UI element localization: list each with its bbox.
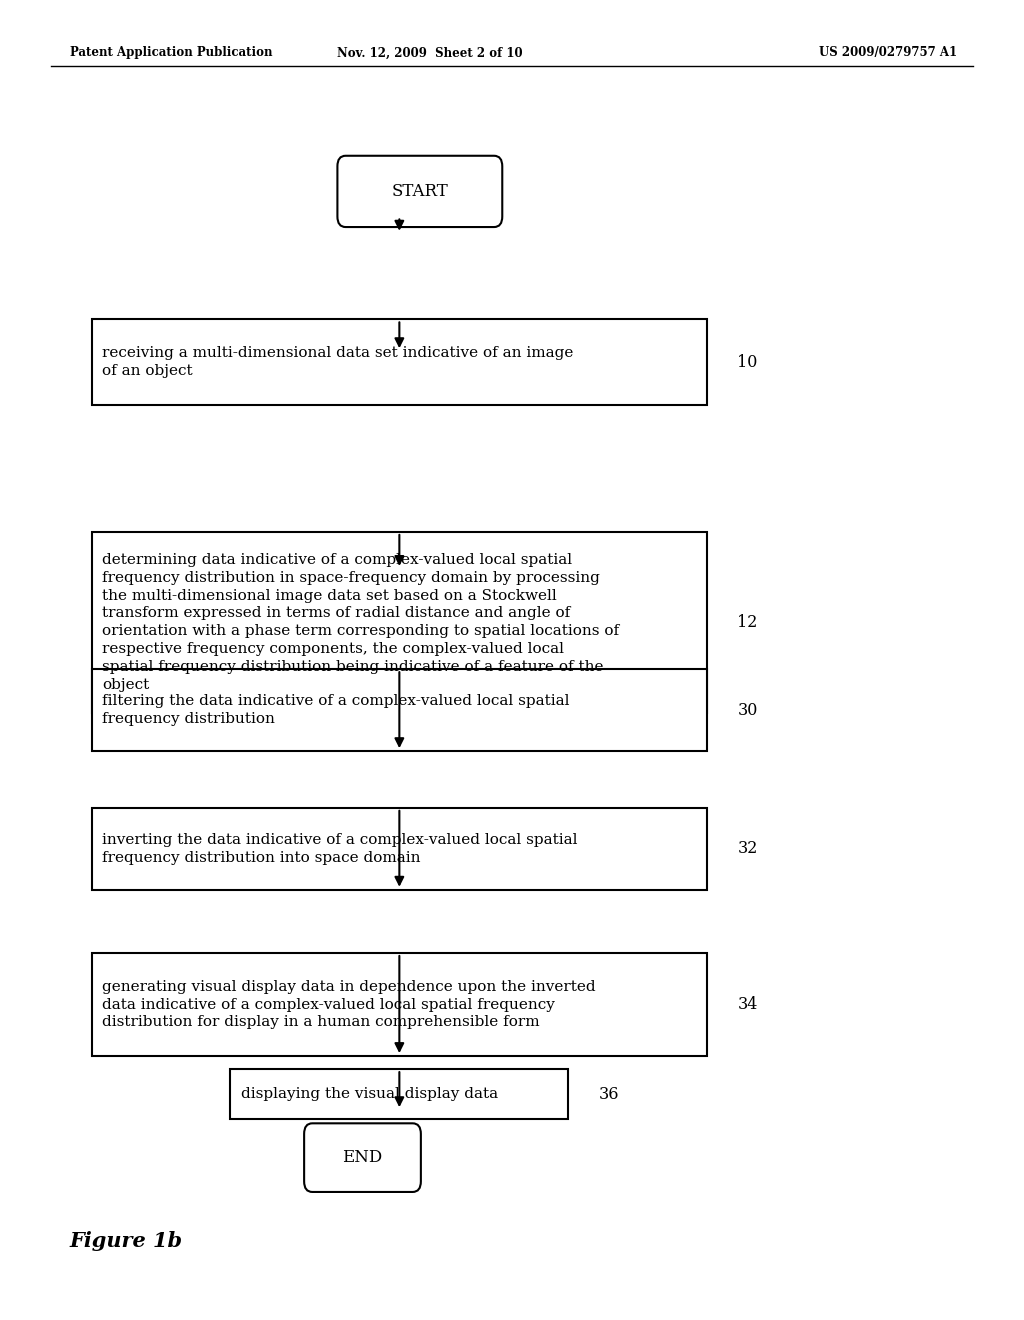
Bar	[92, 808, 707, 890]
Text: 10: 10	[737, 354, 758, 371]
FancyBboxPatch shape	[304, 1123, 421, 1192]
FancyBboxPatch shape	[337, 156, 502, 227]
Text: determining data indicative of a complex-valued local spatial
frequency distribu: determining data indicative of a complex…	[102, 553, 620, 692]
Text: 36: 36	[599, 1086, 620, 1102]
Bar	[92, 532, 707, 713]
Text: 30: 30	[737, 702, 758, 718]
Text: Nov. 12, 2009  Sheet 2 of 10: Nov. 12, 2009 Sheet 2 of 10	[337, 46, 523, 59]
Text: 34: 34	[737, 997, 758, 1012]
Text: US 2009/0279757 A1: US 2009/0279757 A1	[819, 46, 957, 59]
Bar	[92, 319, 707, 405]
Text: Figure 1b: Figure 1b	[70, 1230, 182, 1251]
Text: 32: 32	[737, 841, 758, 857]
Bar	[230, 1069, 568, 1119]
Text: generating visual display data in dependence upon the inverted
data indicative o: generating visual display data in depend…	[102, 979, 596, 1030]
Text: inverting the data indicative of a complex-valued local spatial
frequency distri: inverting the data indicative of a compl…	[102, 833, 578, 865]
Text: 12: 12	[737, 614, 758, 631]
Text: displaying the visual display data: displaying the visual display data	[241, 1088, 498, 1101]
Text: filtering the data indicative of a complex-valued local spatial
frequency distri: filtering the data indicative of a compl…	[102, 694, 570, 726]
Text: END: END	[342, 1150, 383, 1166]
Text: Patent Application Publication: Patent Application Publication	[70, 46, 272, 59]
Text: receiving a multi-dimensional data set indicative of an image
of an object: receiving a multi-dimensional data set i…	[102, 346, 573, 379]
Bar	[92, 953, 707, 1056]
Text: START: START	[391, 183, 449, 199]
Bar	[92, 669, 707, 751]
